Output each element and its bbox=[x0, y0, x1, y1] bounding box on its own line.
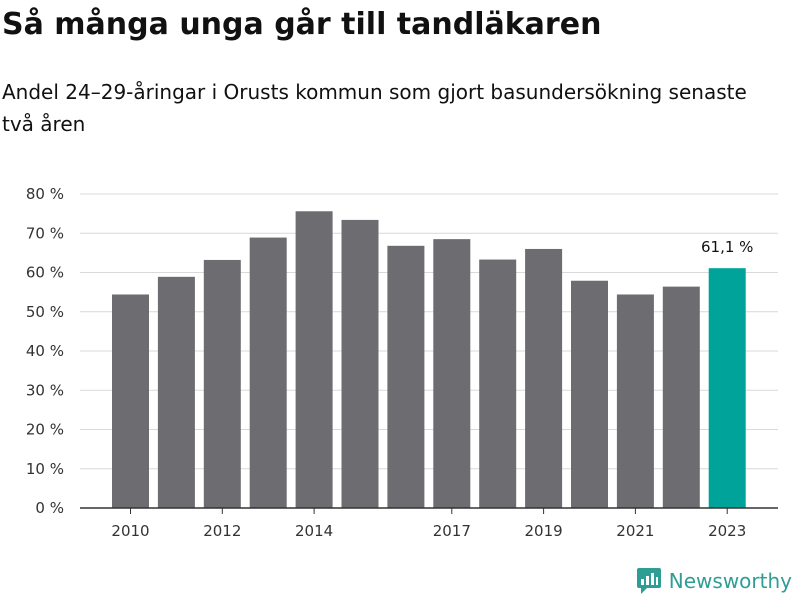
x-tick-label: 2017 bbox=[433, 522, 471, 540]
bar-2015 bbox=[341, 219, 379, 508]
bar-2018 bbox=[479, 259, 517, 508]
bar-2013 bbox=[249, 237, 287, 508]
x-tick-label: 2010 bbox=[111, 522, 149, 540]
y-tick-label: 50 % bbox=[26, 303, 64, 321]
bar-2021 bbox=[616, 294, 654, 508]
bar-2022 bbox=[662, 286, 700, 508]
chart-subtitle: Andel 24–29-åringar i Orusts kommun som … bbox=[2, 80, 747, 136]
bar-2019 bbox=[525, 248, 563, 508]
newsworthy-logo-icon bbox=[636, 568, 661, 594]
y-tick-label: 10 % bbox=[26, 460, 64, 478]
newsworthy-brand[interactable]: Newsworthy bbox=[636, 568, 792, 594]
bar-2014 bbox=[295, 211, 333, 508]
bar-2023 bbox=[708, 268, 746, 508]
y-tick-label: 30 % bbox=[26, 381, 64, 399]
y-tick-label: 60 % bbox=[26, 264, 64, 282]
bar-2016 bbox=[387, 245, 425, 508]
y-tick-label: 70 % bbox=[26, 224, 64, 242]
chart-title: Så många unga går till tandläkaren bbox=[2, 7, 602, 42]
x-tick-label: 2014 bbox=[295, 522, 333, 540]
x-tick-label: 2012 bbox=[203, 522, 241, 540]
x-tick-label: 2019 bbox=[525, 522, 563, 540]
x-tick-label: 2021 bbox=[616, 522, 654, 540]
bar-2020 bbox=[571, 280, 608, 508]
x-tick-label: 2023 bbox=[708, 522, 746, 540]
data-label: 61,1 % bbox=[701, 238, 753, 256]
y-tick-label: 80 % bbox=[26, 185, 64, 203]
bar-2010 bbox=[112, 294, 149, 508]
y-tick-label: 40 % bbox=[26, 342, 64, 360]
y-tick-label: 0 % bbox=[35, 499, 64, 517]
brand-name: Newsworthy bbox=[668, 569, 792, 593]
bar-2012 bbox=[203, 259, 241, 508]
y-tick-label: 20 % bbox=[26, 421, 64, 439]
bar-2017 bbox=[433, 239, 471, 508]
bar-2011 bbox=[157, 276, 195, 508]
